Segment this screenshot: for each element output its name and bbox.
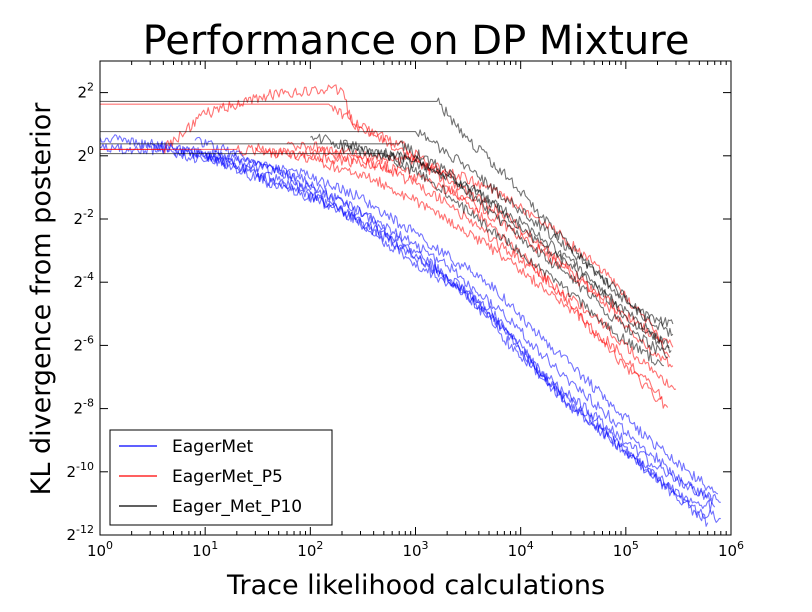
x-axis-label: Trace likelihood calculations	[226, 570, 605, 601]
series-line-Eager_Met_P10-run-3	[100, 140, 668, 359]
x-tick-label: 102	[297, 539, 323, 560]
series-line-EagerMet_P5-run-4	[254, 143, 663, 400]
y-tick-label: 2-10	[66, 460, 94, 481]
legend: EagerMet EagerMet_P5 Eager_Met_P10	[109, 429, 333, 526]
series-line-EagerMet-run-4	[173, 149, 712, 502]
x-tick-label: 105	[613, 539, 639, 560]
legend-label: Eager_Met_P10	[172, 497, 302, 517]
y-axis-label: KL divergence from posterior	[26, 102, 57, 496]
plot-area	[99, 84, 721, 527]
series-line-Eager_Met_P10-run-6	[341, 142, 672, 354]
series-line-EagerMet_P5-run-3	[100, 144, 677, 391]
x-axis-ticks: 100 101 102 103 104 105 106	[87, 61, 744, 560]
series-line-Eager_Met_P10-run-4	[100, 152, 664, 367]
series-line-EagerMet-run-5	[194, 136, 719, 495]
y-tick-label: 2-6	[73, 333, 94, 354]
y-tick-label: 2-2	[73, 207, 94, 228]
series-line-EagerMet_P5-run-5	[286, 141, 674, 368]
x-tick-label: 104	[508, 539, 534, 560]
x-tick-label: 106	[718, 539, 744, 560]
series-line-EagerMet-run-3	[149, 138, 709, 527]
legend-label: EagerMet	[172, 437, 254, 457]
series-line-EagerMet_P5-run-1	[100, 84, 674, 348]
series-line-Eager_Met_P10-run-5	[310, 133, 670, 349]
series-line-Eager_Met_P10-run-2	[100, 129, 674, 337]
x-tick-label: 100	[87, 539, 113, 560]
chart-title: Performance on DP Mixture	[143, 18, 690, 64]
y-tick-label: 22	[77, 81, 94, 102]
x-tick-label: 101	[192, 539, 218, 560]
y-tick-label: 2-4	[73, 270, 94, 291]
legend-label: EagerMet_P5	[172, 467, 283, 487]
series-line-EagerMet_P5-run-2	[100, 103, 669, 409]
legend-box	[109, 429, 333, 526]
y-tick-label: 20	[77, 144, 94, 165]
series-line-EagerMet-run-6	[204, 149, 721, 504]
y-axis-ticks: 22 20 2-2 2-4 2-6 2-8 2-10 2-12	[66, 81, 731, 544]
x-tick-label: 103	[402, 539, 428, 560]
y-tick-label: 2-8	[73, 397, 94, 418]
y-tick-label: 2-12	[66, 523, 94, 544]
series-line-EagerMet-run-2	[99, 143, 721, 523]
